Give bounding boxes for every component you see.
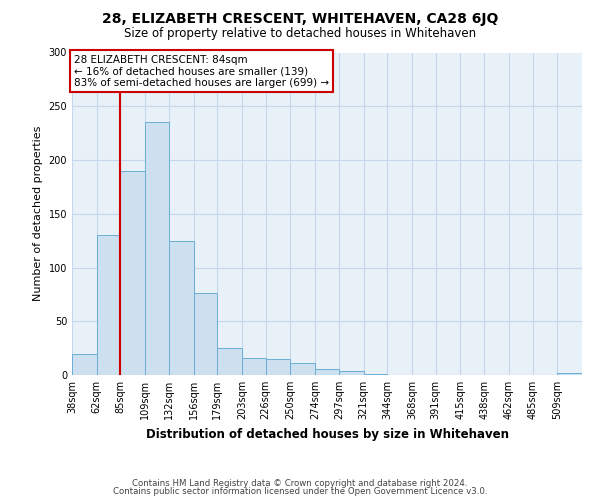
Bar [315,368,339,375]
X-axis label: Distribution of detached houses by size in Whitehaven: Distribution of detached houses by size … [146,428,509,440]
Bar [121,171,145,375]
Bar [217,348,242,375]
Bar [364,374,387,375]
Text: Contains public sector information licensed under the Open Government Licence v3: Contains public sector information licen… [113,487,487,496]
Bar [72,354,97,375]
Bar [97,236,121,375]
Bar [169,240,194,375]
Text: 28, ELIZABETH CRESCENT, WHITEHAVEN, CA28 6JQ: 28, ELIZABETH CRESCENT, WHITEHAVEN, CA28… [102,12,498,26]
Text: Size of property relative to detached houses in Whitehaven: Size of property relative to detached ho… [124,28,476,40]
Text: 28 ELIZABETH CRESCENT: 84sqm
← 16% of detached houses are smaller (139)
83% of s: 28 ELIZABETH CRESCENT: 84sqm ← 16% of de… [74,54,329,88]
Bar [290,363,315,375]
Text: Contains HM Land Registry data © Crown copyright and database right 2024.: Contains HM Land Registry data © Crown c… [132,478,468,488]
Bar [145,122,169,375]
Bar [339,370,364,375]
Bar [266,359,290,375]
Bar [557,373,582,375]
Y-axis label: Number of detached properties: Number of detached properties [33,126,43,302]
Bar [242,358,266,375]
Bar [194,294,217,375]
